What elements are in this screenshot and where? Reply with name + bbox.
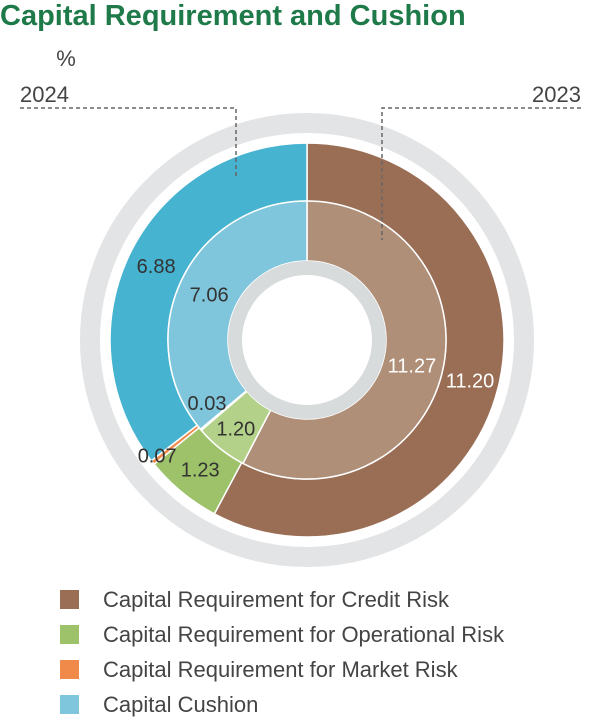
legend-item-operational-risk: Capital Requirement for Operational Risk <box>60 617 504 652</box>
unit-label: % <box>56 46 76 71</box>
nested-donut-chart: 11.20 1.230.07 6.88 11.27 1.20 0.03 7.06 % 202… <box>20 46 581 567</box>
legend-item-credit-risk: Capital Requirement for Credit Risk <box>60 582 504 617</box>
legend-label-capital-cushion: Capital Cushion <box>103 691 259 717</box>
outer-label-credit-risk: 11.20 <box>446 371 495 393</box>
legend-label-market-risk: Capital Requirement for Market Risk <box>103 656 458 682</box>
inner-label-market-risk: 0.03 <box>188 393 227 415</box>
inner-label-operational-risk: 1.20 <box>216 419 255 441</box>
legend-item-capital-cushion: Capital Cushion <box>60 687 504 722</box>
leader-line-outer <box>381 107 581 240</box>
inner-ring <box>167 200 447 480</box>
legend-swatch-capital-cushion <box>60 695 79 714</box>
inner-background-ring <box>228 261 386 419</box>
outer-label-operational-risk: 1.23 <box>181 460 220 482</box>
legend-swatch-market-risk <box>60 660 79 679</box>
year-leader-lines <box>20 107 581 240</box>
legend-label-operational-risk: Capital Requirement for Operational Risk <box>103 621 505 647</box>
outer-background-ring <box>80 113 534 567</box>
inner-label-credit-risk: 11.27 <box>388 356 437 378</box>
leader-line-inner <box>20 107 237 178</box>
data-labels: 11.20 1.230.07 6.88 11.27 1.20 0.03 7.06 <box>137 256 495 482</box>
legend-label-credit-risk: Capital Requirement for Credit Risk <box>103 586 450 612</box>
outer-label-market-risk: 0.07 <box>138 445 177 467</box>
year-label-inner: 2024 <box>20 82 69 107</box>
legend-swatch-operational-risk <box>60 625 79 644</box>
legend: Capital Requirement for Credit Risk Capit… <box>60 582 504 722</box>
year-label-outer: 2023 <box>532 82 581 107</box>
inner-label-capital-cushion: 7.06 <box>190 284 229 306</box>
legend-swatch-credit-risk <box>60 590 79 609</box>
outer-label-capital-cushion: 6.88 <box>137 256 176 278</box>
outer-ring <box>109 142 505 538</box>
legend-item-market-risk: Capital Requirement for Market Risk <box>60 652 504 687</box>
chart-title: Capital Requirement and Cushion <box>0 0 466 32</box>
